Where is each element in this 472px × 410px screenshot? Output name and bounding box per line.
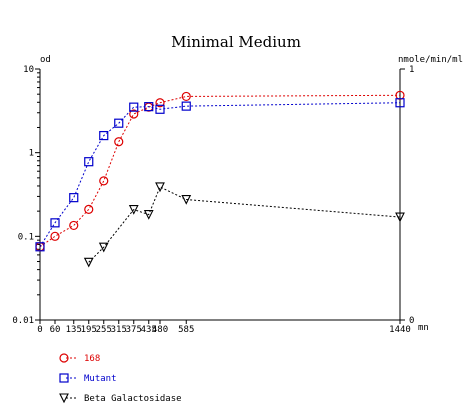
x-tick-label: 375	[126, 325, 142, 335]
data-point	[129, 109, 139, 119]
series-layer	[35, 90, 405, 268]
data-point	[50, 218, 60, 228]
data-point	[143, 210, 154, 220]
data-point	[395, 98, 405, 108]
data-point	[84, 204, 94, 214]
legend-marker	[59, 393, 69, 404]
data-point	[83, 257, 94, 268]
series-line	[88, 186, 401, 263]
data-point	[69, 220, 79, 231]
data-point	[50, 231, 60, 241]
data-point	[395, 212, 405, 223]
data-point	[181, 101, 191, 111]
data-point	[144, 102, 154, 112]
y-right-tick-label: 0	[409, 316, 414, 326]
legend: 168 Mutant Beta Galactosidase	[59, 353, 182, 404]
x-tick-label: 1440	[389, 325, 411, 335]
data-point	[99, 130, 109, 141]
y-right-tick-label: 1	[409, 65, 414, 75]
y-left-tick-label: 1	[29, 149, 34, 159]
data-point	[35, 242, 45, 252]
y-left-tick-label: 0.01	[12, 316, 34, 326]
legend-item: 168	[59, 353, 100, 364]
legend-label: Beta Galactosidase	[84, 394, 182, 404]
data-point	[99, 176, 109, 186]
data-point	[155, 98, 165, 108]
data-point	[181, 91, 191, 102]
x-axis-unit-label: mn	[418, 323, 429, 333]
x-tick-label: 135	[66, 325, 82, 335]
x-tick-label: 60	[50, 325, 61, 335]
x-tick-label: 255	[96, 325, 112, 335]
data-point	[155, 182, 165, 193]
data-point	[128, 205, 139, 215]
y-left-axis-label: od	[40, 55, 51, 65]
data-point	[84, 157, 94, 167]
data-point	[155, 104, 165, 114]
legend-marker	[59, 353, 69, 363]
legend-label: 168	[84, 354, 100, 364]
legend-item: Mutant	[59, 373, 117, 384]
x-tick-label: 435	[141, 325, 157, 335]
data-point	[129, 102, 139, 112]
series-line	[39, 102, 401, 248]
x-tick-label: 585	[178, 325, 194, 335]
data-point	[181, 194, 192, 205]
series-mutant	[35, 98, 405, 252]
data-point	[98, 242, 109, 253]
y-left-tick-label: 10	[23, 65, 34, 75]
x-tick-label: 480	[152, 325, 168, 335]
series-168	[35, 90, 405, 252]
series-beta-galactosidase	[83, 182, 405, 268]
x-tick-label: 195	[81, 325, 97, 335]
y-right-axis-label: nmole/min/ml	[398, 55, 463, 65]
y-left-tick-label: 0.1	[18, 232, 34, 242]
x-tick-label: 0	[37, 325, 42, 335]
legend-item: Beta Galactosidase	[59, 393, 182, 404]
data-point	[114, 118, 124, 128]
legend-marker	[59, 373, 69, 383]
x-tick-label: 315	[111, 325, 127, 335]
series-line	[39, 94, 401, 248]
data-point	[69, 193, 79, 203]
data-point	[114, 137, 124, 147]
legend-label: Mutant	[84, 374, 117, 384]
chart-title: Minimal Medium	[171, 33, 301, 51]
